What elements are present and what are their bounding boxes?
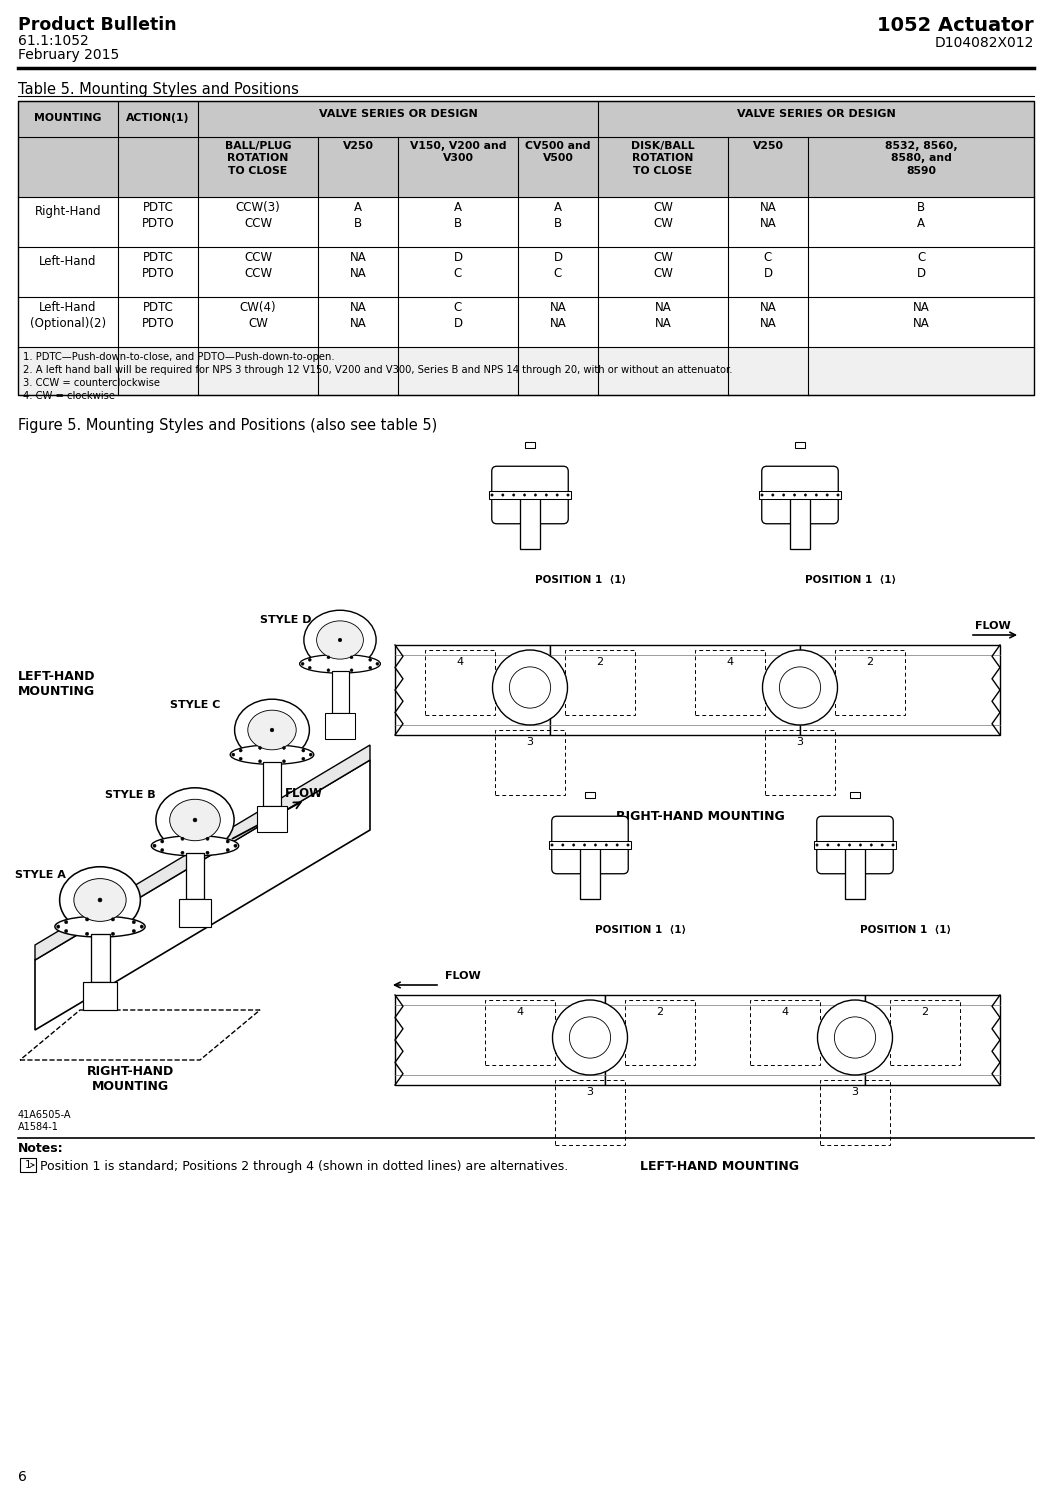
Bar <box>186 853 204 899</box>
Ellipse shape <box>64 920 67 924</box>
Text: ACTION(1): ACTION(1) <box>126 113 189 122</box>
Text: A
B: A B <box>554 201 562 230</box>
Text: 3: 3 <box>796 737 804 747</box>
Ellipse shape <box>761 494 763 497</box>
Text: A
B: A B <box>453 201 462 230</box>
Text: 1052 Actuator: 1052 Actuator <box>877 16 1034 34</box>
Ellipse shape <box>772 494 774 497</box>
Ellipse shape <box>763 650 837 725</box>
Bar <box>18 101 1034 395</box>
Ellipse shape <box>85 917 88 921</box>
Text: NA
NA: NA NA <box>349 301 366 330</box>
Bar <box>331 671 348 713</box>
Ellipse shape <box>502 494 504 497</box>
Text: Left-Hand
(Optional)(2): Left-Hand (Optional)(2) <box>29 301 106 330</box>
Text: 41A6505-A: 41A6505-A <box>18 1109 72 1120</box>
Ellipse shape <box>594 844 596 847</box>
Text: POSITION 1  ⟨1⟩: POSITION 1 ⟨1⟩ <box>805 576 896 584</box>
Bar <box>525 441 534 449</box>
Text: RIGHT-HAND MOUNTING: RIGHT-HAND MOUNTING <box>615 810 785 823</box>
Text: 4: 4 <box>727 658 733 666</box>
Text: B
A: B A <box>917 201 925 230</box>
Text: Position 1 is standard; Positions 2 through 4 (shown in dotted lines) are altern: Position 1 is standard; Positions 2 thro… <box>40 1160 568 1173</box>
Ellipse shape <box>327 669 330 672</box>
Ellipse shape <box>881 844 884 847</box>
Bar <box>549 841 631 850</box>
Text: STYLE C: STYLE C <box>830 828 881 838</box>
Ellipse shape <box>234 844 237 847</box>
Ellipse shape <box>302 757 305 760</box>
Ellipse shape <box>226 839 229 842</box>
Ellipse shape <box>239 748 242 751</box>
Ellipse shape <box>569 1017 610 1059</box>
Ellipse shape <box>140 924 143 929</box>
Text: STYLE D: STYLE D <box>564 828 615 838</box>
Ellipse shape <box>562 844 564 847</box>
Text: 8532, 8560,
8580, and
8590: 8532, 8560, 8580, and 8590 <box>885 142 957 176</box>
Text: NA
NA: NA NA <box>760 301 776 330</box>
Text: CCW
CCW: CCW CCW <box>244 250 272 280</box>
Text: Table 5. Mounting Styles and Positions: Table 5. Mounting Styles and Positions <box>18 82 299 97</box>
Ellipse shape <box>231 753 235 756</box>
Ellipse shape <box>302 748 305 751</box>
FancyBboxPatch shape <box>491 467 568 523</box>
Text: 6: 6 <box>18 1470 27 1484</box>
Ellipse shape <box>815 494 817 497</box>
Text: CCW(3)
CCW: CCW(3) CCW <box>236 201 281 230</box>
Ellipse shape <box>837 844 839 847</box>
Text: NA
NA: NA NA <box>654 301 671 330</box>
Text: PDTC
PDTO: PDTC PDTO <box>142 201 175 230</box>
Text: LEFT-HAND
MOUNTING: LEFT-HAND MOUNTING <box>18 669 96 698</box>
Text: A1584-1: A1584-1 <box>18 1123 59 1132</box>
Ellipse shape <box>317 620 363 659</box>
Ellipse shape <box>309 753 312 756</box>
Ellipse shape <box>551 844 553 847</box>
Ellipse shape <box>369 666 371 669</box>
Bar <box>263 762 281 805</box>
Text: 3: 3 <box>526 737 533 747</box>
Ellipse shape <box>815 844 818 847</box>
Text: Notes:: Notes: <box>18 1142 63 1156</box>
Ellipse shape <box>545 494 547 497</box>
Text: STYLE B: STYLE B <box>774 479 826 488</box>
Text: VALVE SERIES OR DESIGN: VALVE SERIES OR DESIGN <box>736 109 895 119</box>
Bar <box>179 899 211 927</box>
Bar <box>565 650 635 716</box>
Text: 2: 2 <box>867 658 873 666</box>
Bar <box>520 497 541 549</box>
Text: NA
NA: NA NA <box>349 250 366 280</box>
Text: PDTC
PDTO: PDTC PDTO <box>142 301 175 330</box>
Ellipse shape <box>369 659 371 662</box>
Bar <box>18 347 1034 395</box>
Ellipse shape <box>308 666 311 669</box>
Text: 3: 3 <box>587 1087 593 1097</box>
Bar <box>820 1079 890 1145</box>
Text: NA
NA: NA NA <box>913 301 929 330</box>
Ellipse shape <box>584 844 586 847</box>
Bar <box>425 650 495 716</box>
Ellipse shape <box>161 848 164 851</box>
Text: STYLE A: STYLE A <box>15 871 66 880</box>
Ellipse shape <box>248 710 297 750</box>
Bar <box>890 1000 960 1065</box>
Ellipse shape <box>376 662 379 665</box>
Ellipse shape <box>206 851 209 854</box>
Ellipse shape <box>817 1000 892 1075</box>
Bar <box>555 1079 625 1145</box>
Text: CW
CW: CW CW <box>653 250 673 280</box>
Ellipse shape <box>552 1000 627 1075</box>
Ellipse shape <box>112 917 115 921</box>
Ellipse shape <box>194 819 197 822</box>
Text: POSITION 1  ⟨1⟩: POSITION 1 ⟨1⟩ <box>535 576 626 584</box>
Text: FLOW: FLOW <box>445 971 481 981</box>
Text: 4: 4 <box>782 1006 789 1017</box>
Text: D
C: D C <box>553 250 563 280</box>
Bar <box>760 491 841 499</box>
Text: C
D: C D <box>764 250 772 280</box>
Ellipse shape <box>308 659 311 662</box>
Ellipse shape <box>270 728 274 732</box>
Ellipse shape <box>301 662 304 665</box>
Ellipse shape <box>555 494 559 497</box>
Ellipse shape <box>827 844 829 847</box>
Text: February 2015: February 2015 <box>18 48 119 63</box>
